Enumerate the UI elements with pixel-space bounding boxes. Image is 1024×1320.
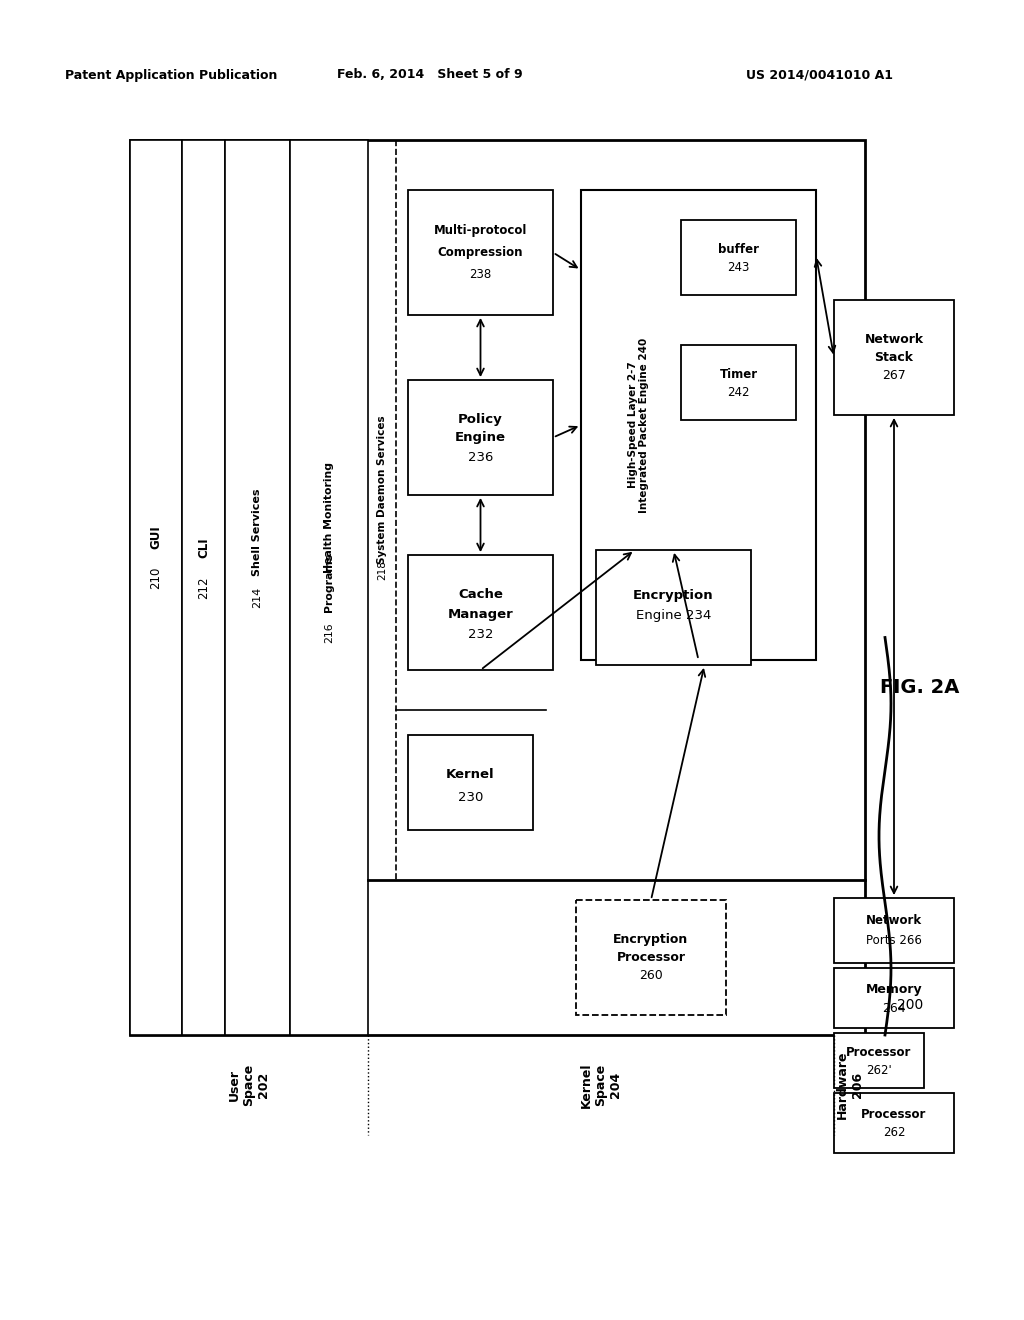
Text: Shell Services: Shell Services <box>253 488 262 577</box>
Bar <box>834 300 954 414</box>
Text: Timer: Timer <box>720 368 758 381</box>
Text: 232: 232 <box>468 628 494 642</box>
Text: 216: 216 <box>324 622 334 643</box>
Text: 262: 262 <box>883 1126 905 1139</box>
Text: Policy: Policy <box>458 413 503 426</box>
Bar <box>130 140 182 1035</box>
Text: Ports 266: Ports 266 <box>866 935 922 946</box>
Bar <box>408 190 553 315</box>
Text: Network: Network <box>866 913 922 927</box>
Text: CLI: CLI <box>197 537 210 558</box>
Text: Processor: Processor <box>861 1109 927 1122</box>
Text: Health Monitoring: Health Monitoring <box>324 462 334 573</box>
Text: Memory: Memory <box>865 983 923 997</box>
Text: System Daemon Services: System Daemon Services <box>377 416 387 565</box>
Text: 210: 210 <box>150 566 163 589</box>
Text: 218: 218 <box>377 560 387 579</box>
Text: Feb. 6, 2014   Sheet 5 of 9: Feb. 6, 2014 Sheet 5 of 9 <box>337 69 523 82</box>
Text: FIG. 2A: FIG. 2A <box>881 678 959 697</box>
Text: Network: Network <box>864 333 924 346</box>
Text: Engine 234: Engine 234 <box>636 609 712 622</box>
Text: Kernel: Kernel <box>446 768 495 781</box>
Bar <box>834 1093 954 1152</box>
Text: Compression: Compression <box>437 246 523 259</box>
Text: 238: 238 <box>469 268 492 281</box>
Bar <box>596 550 751 665</box>
Text: Stack: Stack <box>874 351 913 364</box>
Text: Manager: Manager <box>447 609 513 620</box>
Bar <box>681 345 796 420</box>
Bar <box>408 735 534 830</box>
Text: Engine: Engine <box>455 432 506 444</box>
Text: 264: 264 <box>883 1002 906 1015</box>
Text: High-Speed Layer 2-7
Integrated Packet Engine 240: High-Speed Layer 2-7 Integrated Packet E… <box>628 338 649 512</box>
Text: 236: 236 <box>468 451 494 465</box>
Bar <box>834 968 954 1028</box>
Text: 267: 267 <box>882 370 906 381</box>
Text: 243: 243 <box>727 261 750 275</box>
Text: 212: 212 <box>197 577 210 599</box>
Bar <box>182 140 225 1035</box>
Text: Hardware
206: Hardware 206 <box>836 1051 863 1119</box>
Text: 242: 242 <box>727 385 750 399</box>
Text: Processor: Processor <box>846 1045 911 1059</box>
Text: Programs: Programs <box>324 553 334 612</box>
Bar <box>575 900 726 1015</box>
Bar <box>225 140 290 1035</box>
Bar <box>290 140 368 1035</box>
Text: GUI: GUI <box>150 525 163 549</box>
Text: Patent Application Publication: Patent Application Publication <box>65 69 278 82</box>
Bar <box>681 220 796 294</box>
Text: Encryption: Encryption <box>613 933 688 946</box>
Text: 230: 230 <box>458 791 483 804</box>
Text: Multi-protocol: Multi-protocol <box>434 224 527 238</box>
Text: Processor: Processor <box>616 950 685 964</box>
Text: Encryption: Encryption <box>633 589 714 602</box>
Text: Kernel
Space
204: Kernel Space 204 <box>580 1063 623 1107</box>
Text: 214: 214 <box>253 587 262 609</box>
Bar <box>581 190 816 660</box>
Bar <box>859 1038 864 1082</box>
Bar <box>834 1034 924 1088</box>
Text: 260: 260 <box>639 969 663 982</box>
Text: 200: 200 <box>897 998 923 1012</box>
Text: User
Space
202: User Space 202 <box>227 1064 270 1106</box>
Bar <box>834 898 954 964</box>
Text: buffer: buffer <box>718 243 759 256</box>
Bar <box>130 140 865 1035</box>
Text: 262': 262' <box>866 1064 892 1077</box>
Bar <box>408 380 553 495</box>
Text: Cache: Cache <box>458 587 503 601</box>
Bar <box>408 554 553 671</box>
Text: US 2014/0041010 A1: US 2014/0041010 A1 <box>746 69 894 82</box>
